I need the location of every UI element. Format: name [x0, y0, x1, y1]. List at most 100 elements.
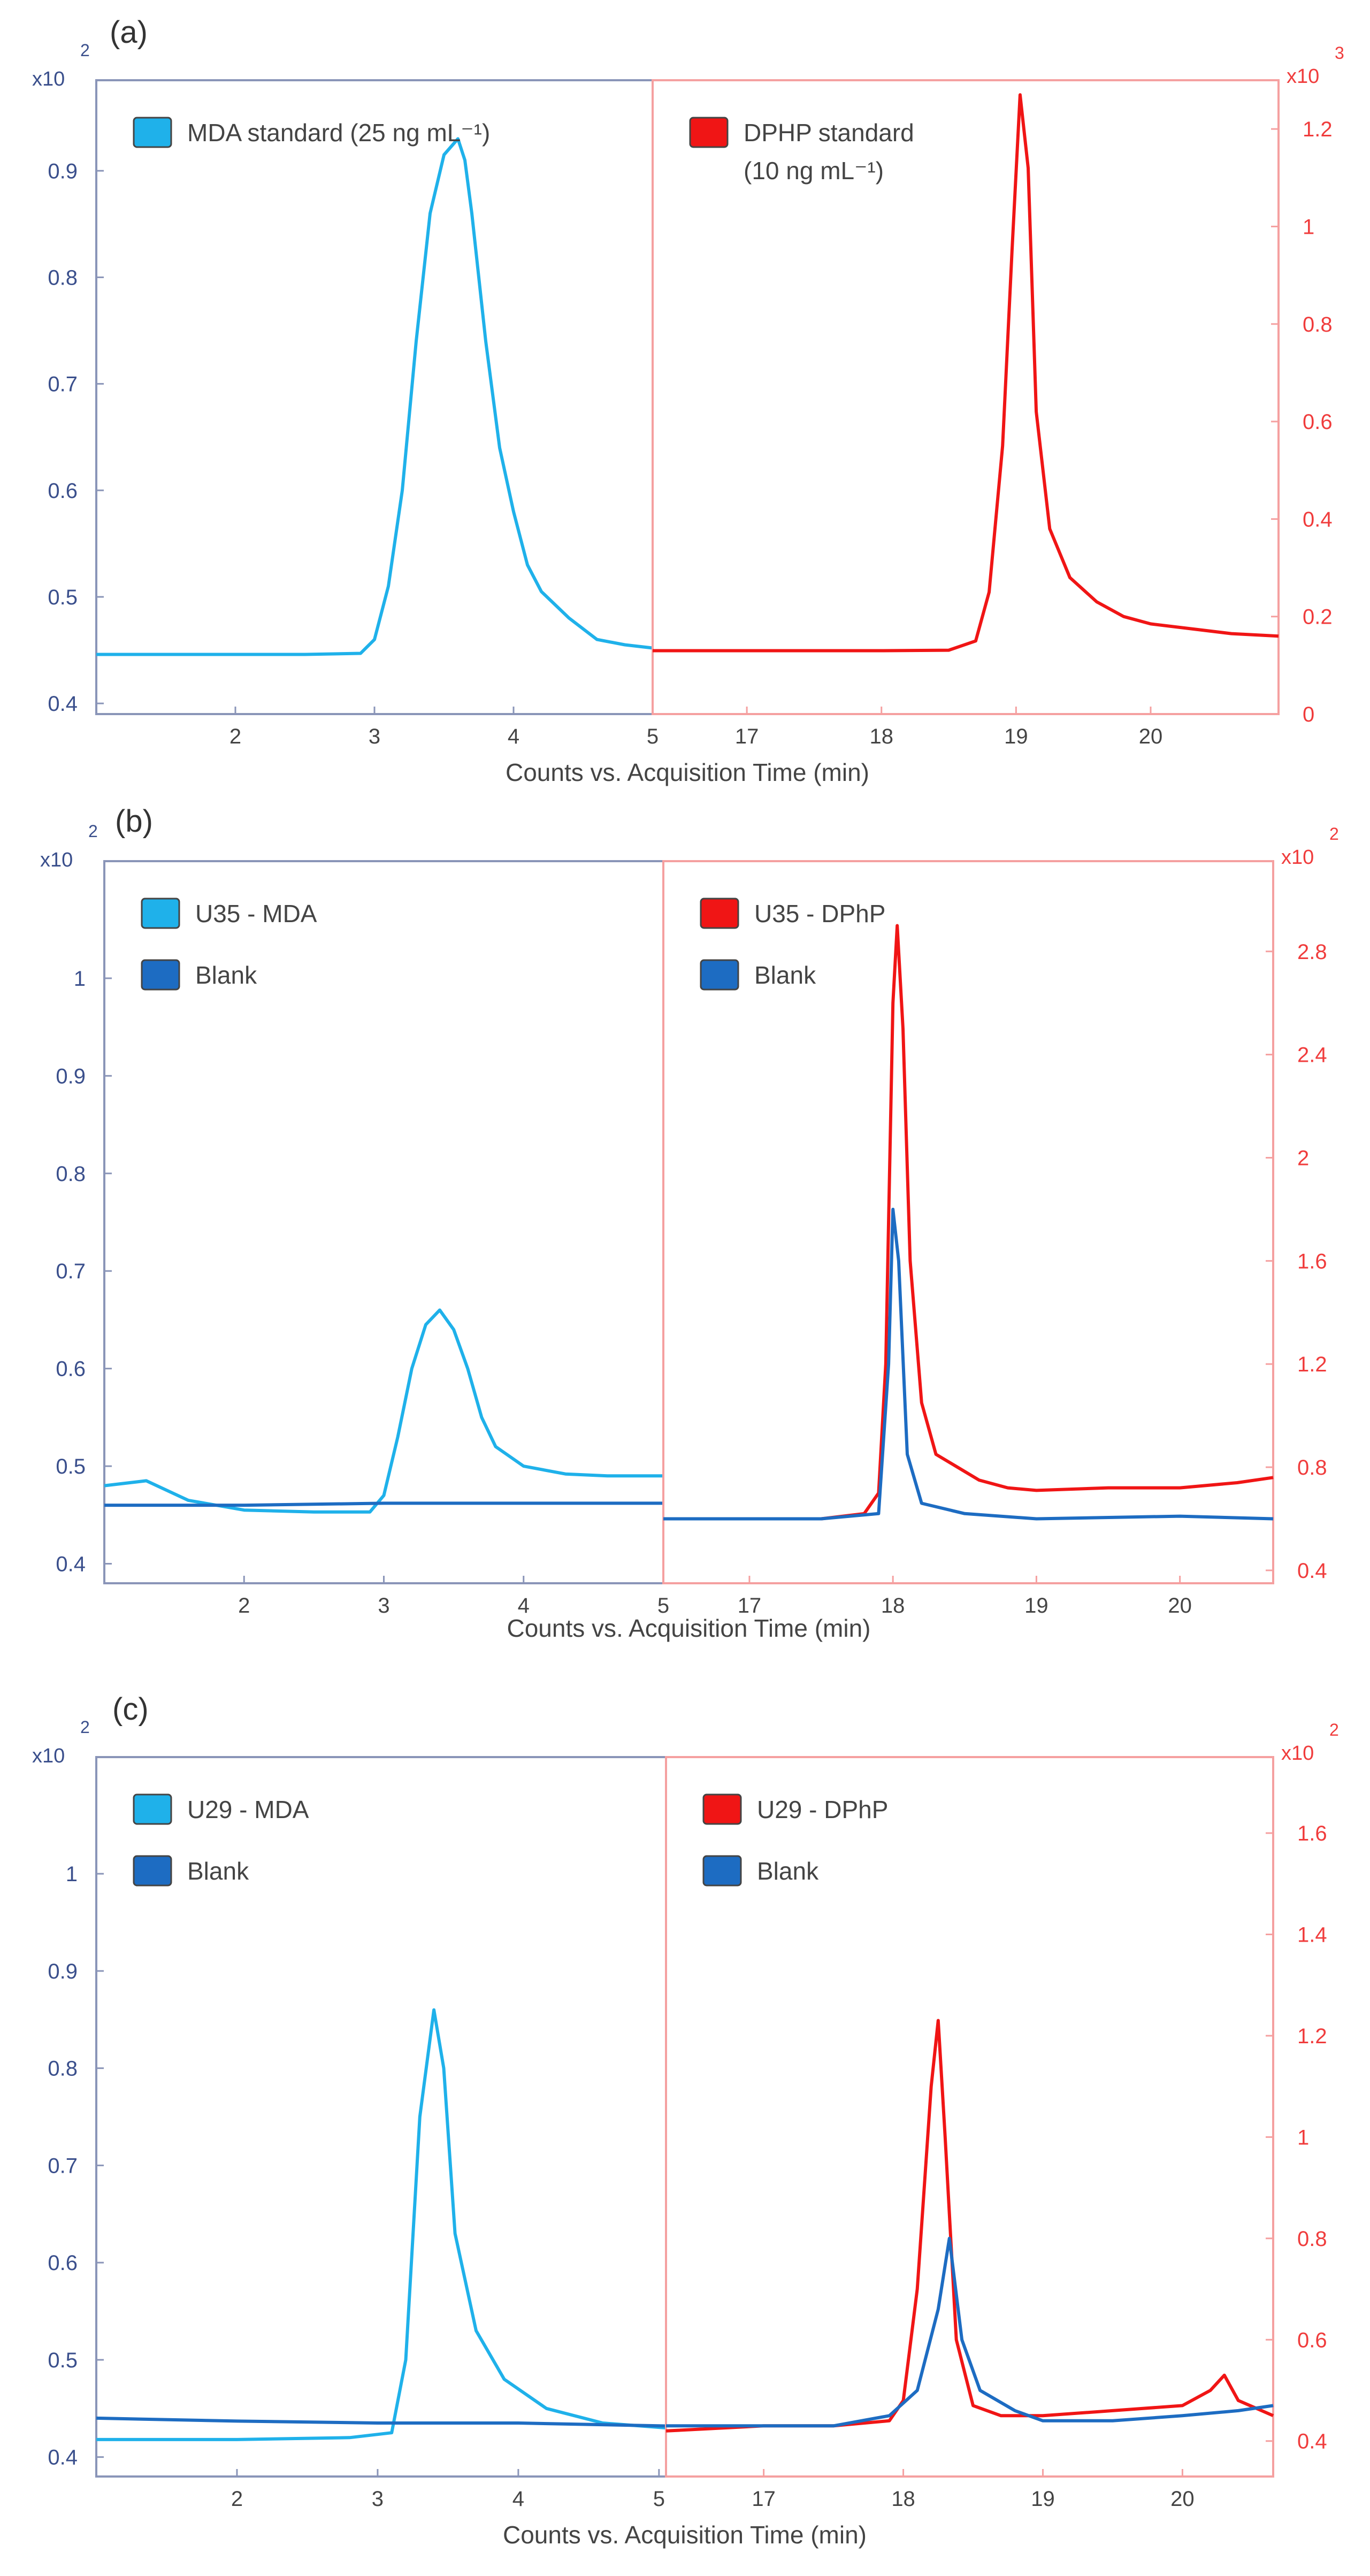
x-tick-label: 17 — [738, 1594, 762, 1617]
legend-label: Blank — [195, 961, 257, 989]
y-tick-label: 0.5 — [56, 1455, 86, 1478]
y-tick-label: 1.2 — [1297, 2025, 1327, 2048]
left-plot-frame — [95, 1756, 667, 2478]
right-subplot: 17 18 19 20 0.4 0.8 1.2 1.6 2 2.4 2.8 x10 2 U35 - DPh… — [662, 824, 1339, 1617]
y-exponent: 2 — [1329, 824, 1339, 844]
x-tick-label: 4 — [512, 2487, 524, 2511]
legend-swatch — [133, 117, 172, 148]
y-tick-label: 0.2 — [1303, 605, 1333, 629]
y-tick-label: 0.8 — [1303, 313, 1333, 336]
left-subplot: 2 3 4 5 0.4 0.5 0.6 0.7 0.8 0.9 1 x10 2 U35 - MDA Blan… — [40, 822, 669, 1617]
x-tick-label: 4 — [508, 725, 519, 748]
y-tick-label: 0.6 — [56, 1358, 86, 1381]
y-tick-label: 0.7 — [48, 373, 78, 396]
legend-swatch — [133, 1793, 172, 1825]
y-tick-label: 0.8 — [48, 2057, 78, 2081]
legend-swatch — [702, 1855, 742, 1887]
y-tick-label: 0.9 — [48, 159, 78, 183]
right-plot-frame — [665, 1756, 1274, 2478]
y-multiplier: x10 — [1287, 65, 1319, 88]
legend-label: (10 ng mL⁻¹) — [744, 157, 884, 185]
series-line — [653, 93, 1279, 653]
legend-label: DPHP standard — [744, 119, 914, 147]
x-axis-label: Counts vs. Acquisition Time (min) — [506, 758, 869, 786]
legend-label: Blank — [754, 961, 816, 989]
y-tick-label: 1 — [74, 967, 86, 991]
x-tick-label: 3 — [369, 725, 380, 748]
x-tick-label: 20 — [1168, 1594, 1192, 1617]
y-tick-label: 0.9 — [48, 1960, 78, 1983]
y-tick-label: 0.4 — [48, 692, 78, 716]
x-tick-label: 3 — [372, 2487, 384, 2511]
series-line — [663, 1207, 1274, 1521]
y-tick-label: 0.4 — [1297, 1559, 1327, 1583]
x-tick-label: 19 — [1024, 1594, 1048, 1617]
x-tick-label: 17 — [735, 725, 759, 748]
legend-label: Blank — [187, 1857, 249, 1885]
y-tick-label: 1.4 — [1297, 1923, 1327, 1947]
y-tick-label: 1 — [66, 1862, 78, 1886]
panel-c: (c) 2 3 4 5 0.4 0.5 0.6 0.7 0.8 0.9 1 x10 2 U29 - MDA B… — [32, 1692, 1339, 2549]
legend-swatch — [133, 1855, 172, 1887]
y-tick-label: 2.8 — [1297, 940, 1327, 964]
legend-label: U35 - MDA — [195, 900, 317, 927]
y-tick-label: 0.8 — [48, 266, 78, 289]
right-plot-frame — [652, 79, 1280, 715]
panel-label: (c) — [112, 1692, 149, 1727]
series-line — [96, 2008, 667, 2441]
legend-swatch — [702, 1793, 742, 1825]
x-tick-label: 3 — [378, 1594, 389, 1617]
series-line — [96, 137, 653, 656]
y-exponent: 2 — [88, 822, 98, 841]
y-tick-label: 0.8 — [1297, 1456, 1327, 1479]
x-tick-label: 19 — [1031, 2487, 1055, 2511]
y-tick-label: 1.2 — [1303, 118, 1333, 141]
legend-label: U29 - MDA — [187, 1796, 309, 1823]
y-tick-label: 2 — [1297, 1146, 1309, 1170]
y-tick-label: 1 — [1303, 215, 1314, 239]
panel-a: (a) 2 3 4 5 0.4 0.5 0.6 0.7 0.8 0.9 x10 2 MDA standar… — [32, 15, 1344, 786]
x-tick-label: 18 — [891, 2487, 915, 2511]
panel-label: (b) — [115, 804, 153, 839]
legend-label: Blank — [757, 1857, 819, 1885]
x-tick-label: 19 — [1004, 725, 1028, 748]
panel-label: (a) — [110, 15, 148, 50]
y-multiplier: x10 — [40, 849, 73, 871]
panel-b: (b) 2 3 4 5 0.4 0.5 0.6 0.7 0.8 0.9 1 x10 2 U35 - MDA B… — [40, 804, 1339, 1642]
x-tick-label: 20 — [1139, 725, 1163, 748]
y-tick-label: 0.4 — [1303, 508, 1333, 531]
legend-swatch — [141, 898, 180, 929]
legend-swatch — [689, 117, 729, 148]
x-tick-label: 17 — [752, 2487, 776, 2511]
y-tick-label: 0.5 — [48, 586, 78, 609]
right-subplot: 17 18 19 20 0 0.2 0.4 0.6 0.8 1 1.2 x10 3 DPHP standa… — [652, 43, 1344, 748]
left-subplot: 2 3 4 5 0.4 0.5 0.6 0.7 0.8 0.9 1 x10 2 U29 - MDA Blan… — [32, 1718, 667, 2511]
series-line — [104, 1501, 663, 1507]
legend-swatch — [700, 898, 739, 929]
y-tick-label: 1.2 — [1297, 1353, 1327, 1376]
x-tick-label: 5 — [647, 725, 659, 748]
y-tick-label: 0.7 — [48, 2154, 78, 2178]
y-exponent: 3 — [1335, 43, 1344, 63]
y-tick-label: 0.4 — [48, 2446, 78, 2470]
y-tick-label: 0.8 — [1297, 2227, 1327, 2251]
series-line — [663, 924, 1274, 1521]
series-line — [104, 1308, 663, 1514]
x-tick-label: 18 — [881, 1594, 905, 1617]
y-tick-label: 2.4 — [1297, 1044, 1327, 1067]
y-tick-label: 0.9 — [56, 1064, 86, 1088]
y-exponent: 2 — [1329, 1720, 1339, 1739]
x-tick-label: 20 — [1170, 2487, 1195, 2511]
left-subplot: 2 3 4 5 0.4 0.5 0.6 0.7 0.8 0.9 x10 2 MDA standard (… — [32, 41, 659, 748]
x-tick-label: 5 — [653, 2487, 665, 2511]
y-multiplier: x10 — [32, 68, 65, 90]
right-subplot: 17 18 19 20 0.4 0.6 0.8 1 1.2 1.4 1.6 x10 2 U29 - DPh… — [665, 1720, 1339, 2511]
y-tick-label: 1.6 — [1297, 1822, 1327, 1845]
x-tick-label: 18 — [869, 725, 893, 748]
x-tick-label: 4 — [518, 1594, 530, 1617]
y-tick-label: 0.4 — [1297, 2430, 1327, 2454]
y-tick-label: 0.6 — [1297, 2328, 1327, 2352]
y-tick-label: 0.5 — [48, 2349, 78, 2372]
x-tick-label: 2 — [229, 725, 241, 748]
series-line — [666, 2236, 1274, 2428]
